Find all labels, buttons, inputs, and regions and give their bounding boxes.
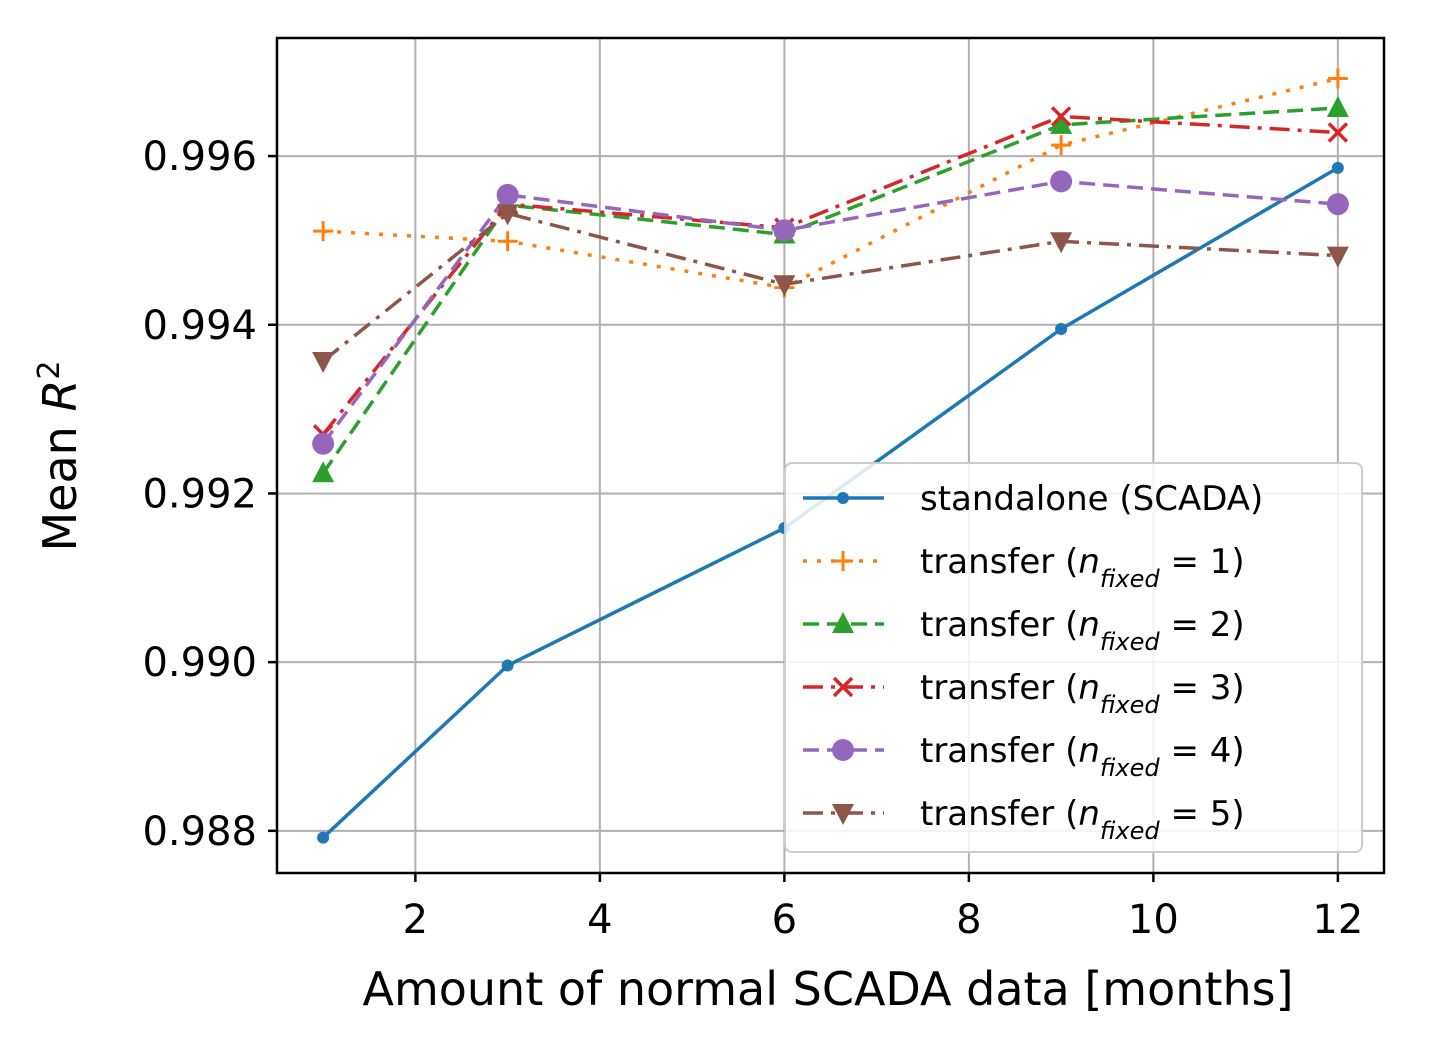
legend-item-0: standalone (SCADA): [803, 479, 1263, 519]
legend-swatch-marker-1-shape: [833, 551, 853, 571]
series-5-point-1-shape: [496, 204, 519, 226]
series-1-point-1-shape: [497, 231, 518, 252]
series-5-point-3-shape: [1050, 232, 1073, 254]
x-tick-label-3: 8: [956, 897, 981, 943]
legend-label-0: standalone (SCADA): [920, 479, 1263, 519]
y-tick-label-0: 0.988: [142, 809, 257, 855]
x-axis-label: Amount of normal SCADA data [months]: [362, 962, 1293, 1016]
series-4-point-0: [312, 432, 335, 455]
series-2-point-0: [312, 461, 335, 483]
series-4-point-1-shape: [496, 183, 519, 206]
series-2-point-0-shape: [312, 461, 335, 483]
legend: standalone (SCADA) transfer (nfixed = 1) t…: [784, 462, 1363, 853]
legend-swatch-marker-5-shape: [832, 804, 854, 825]
legend-swatch-marker-1: [833, 551, 853, 571]
series-5-point-0-shape: [312, 352, 335, 374]
series-2-line: [321, 106, 1338, 475]
series-2-point-4-shape: [1326, 96, 1349, 118]
x-tick-label-1: 4: [587, 897, 612, 943]
series-1-point-0: [313, 221, 334, 242]
series-5-point-4-shape: [1326, 246, 1349, 268]
legend-swatch-marker-3: [832, 676, 854, 698]
y-tick-label-4: 0.996: [142, 134, 257, 180]
legend-swatch-marker-0: [837, 492, 849, 504]
series-4-point-0-shape: [312, 432, 335, 455]
legend-swatch-marker-2: [832, 612, 854, 633]
x-tick-label-4: 10: [1128, 897, 1179, 943]
series-2: [312, 96, 1349, 483]
series-4-line: [321, 179, 1339, 445]
series-0-point-0: [317, 831, 330, 844]
legend-swatch-marker-2-shape: [832, 612, 854, 633]
x-tick-label-2: 6: [772, 897, 797, 943]
x-tick-label-0: 2: [403, 897, 428, 943]
legend-items: standalone (SCADA) transfer (nfixed = 1) t…: [803, 479, 1263, 845]
series-4-point-3-shape: [1050, 170, 1073, 193]
series-5-point-1: [496, 204, 519, 226]
series-0-point-4-shape: [1331, 161, 1344, 174]
series-4-point-2: [773, 219, 796, 242]
legend-label-4: transfer (nfixed = 4): [920, 731, 1245, 782]
legend-item-1: transfer (nfixed = 1): [803, 542, 1245, 593]
series-4-point-1: [496, 183, 519, 206]
legend-box: [784, 462, 1363, 853]
series-0-point-3: [1055, 322, 1068, 335]
series-5-line: [322, 211, 1338, 363]
series-0-point-3-shape: [1055, 322, 1068, 335]
legend-swatch-marker-4-shape: [832, 739, 854, 761]
legend-item-3: transfer (nfixed = 3): [803, 668, 1245, 719]
legend-swatch-marker-3-shape: [832, 676, 854, 698]
series-5-point-3: [1050, 232, 1073, 254]
series-2-point-3-shape: [1050, 112, 1073, 134]
series-4-point-4-shape: [1326, 193, 1349, 216]
series-0-point-1-shape: [501, 659, 514, 672]
series-1-point-4-shape: [1327, 68, 1348, 89]
series-3-point-4: [1327, 122, 1349, 143]
series-3-point-4-shape: [1327, 122, 1349, 143]
legend-item-4: transfer (nfixed = 4): [803, 731, 1245, 782]
legend-swatch-marker-4: [832, 739, 854, 761]
legend-swatch-marker-5: [832, 804, 854, 825]
x-tick-label-5: 12: [1312, 897, 1363, 943]
y-axis-label-exponent: 2: [32, 360, 67, 379]
series-1-point-3-shape: [1051, 135, 1072, 156]
series-4-point-2-shape: [773, 219, 796, 242]
legend-swatch-marker-0-shape: [837, 492, 849, 504]
series-2-point-4: [1326, 96, 1349, 118]
series-5-point-2-shape: [773, 275, 796, 297]
y-tick-label-2: 0.992: [142, 471, 257, 517]
tick-layer: 2 4 6 8 10 12 0.988 0.990 0.992 0.994 0.996: [142, 134, 1363, 943]
y-axis-label-variable: R: [33, 380, 87, 412]
y-tick-label-3: 0.994: [142, 303, 257, 349]
series-1-point-4: [1327, 68, 1348, 89]
legend-label-3: transfer (nfixed = 3): [920, 668, 1245, 719]
series-3-point-3-shape: [1050, 106, 1072, 127]
series-5-point-4: [1326, 246, 1349, 268]
legend-label-2: transfer (nfixed = 2): [920, 605, 1245, 656]
series-4-point-4: [1326, 193, 1349, 216]
series-5-point-0: [312, 352, 335, 374]
y-tick-label-1: 0.990: [142, 640, 257, 686]
series-0-point-4: [1331, 161, 1344, 174]
plot-frame: [275, 36, 1386, 875]
series-2-point-3: [1050, 112, 1073, 134]
series-layer: [312, 68, 1349, 844]
series-0-point-0-shape: [317, 831, 330, 844]
series-3-point-3: [1050, 106, 1072, 127]
series-1-point-3: [1051, 135, 1072, 156]
series-4: [312, 170, 1349, 455]
series-1-point-1: [497, 231, 518, 252]
series-0-point-1: [501, 659, 514, 672]
series-1-point-0-shape: [313, 221, 334, 242]
legend-item-5: transfer (nfixed = 5): [803, 794, 1245, 845]
legend-item-2: transfer (nfixed = 2): [803, 605, 1245, 656]
legend-label-5: transfer (nfixed = 5): [920, 794, 1245, 845]
series-5-point-2: [773, 275, 796, 297]
series-5: [312, 204, 1349, 374]
series-4-point-3: [1050, 170, 1073, 193]
y-axis-label: Mean R2: [32, 360, 88, 551]
y-axis-label-prefix: Mean: [33, 412, 87, 552]
legend-label-1: transfer (nfixed = 1): [920, 542, 1245, 593]
